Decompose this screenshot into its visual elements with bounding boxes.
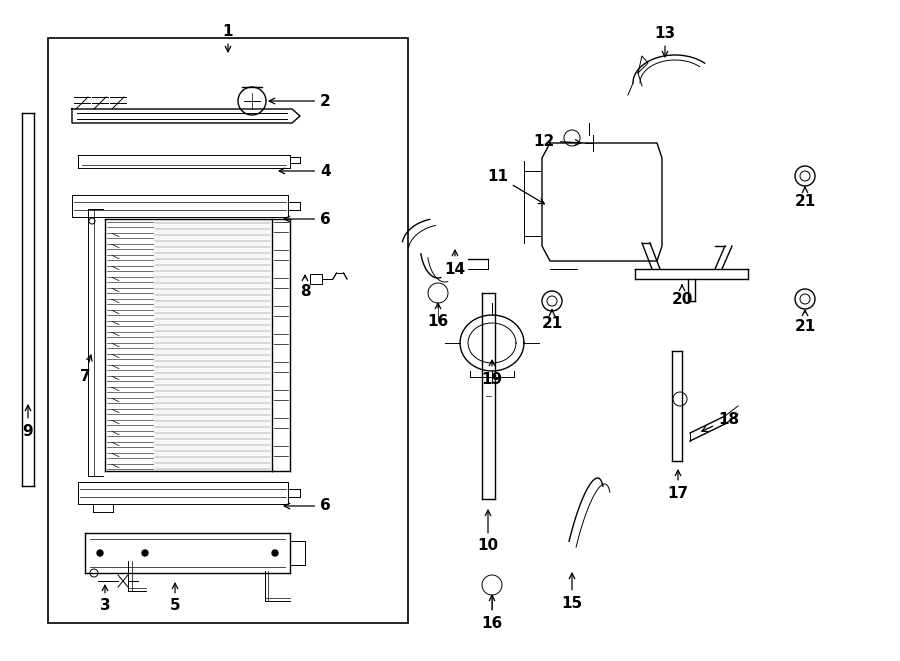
Text: 14: 14 <box>445 250 465 276</box>
Bar <box>78 155 290 167</box>
Bar <box>72 195 288 217</box>
Text: 10: 10 <box>477 510 499 553</box>
Text: 6: 6 <box>284 212 331 227</box>
Circle shape <box>272 550 278 556</box>
Bar <box>78 482 288 504</box>
Text: 16: 16 <box>428 303 448 329</box>
Text: 15: 15 <box>562 573 582 611</box>
Text: 7: 7 <box>80 355 92 383</box>
Text: 1: 1 <box>222 24 233 52</box>
Text: 11: 11 <box>487 169 544 204</box>
Text: 18: 18 <box>702 412 739 432</box>
Text: 2: 2 <box>269 93 331 108</box>
Text: 5: 5 <box>170 583 180 613</box>
Text: 13: 13 <box>654 26 676 57</box>
Text: 21: 21 <box>542 310 562 330</box>
Text: 9: 9 <box>22 405 33 438</box>
Text: 8: 8 <box>300 275 310 299</box>
Text: 20: 20 <box>671 285 693 307</box>
Text: 3: 3 <box>100 585 111 613</box>
Circle shape <box>97 550 103 556</box>
Text: 6: 6 <box>284 498 331 514</box>
Text: 21: 21 <box>795 310 815 334</box>
Text: 12: 12 <box>534 134 580 149</box>
Text: 17: 17 <box>668 470 688 500</box>
Text: 4: 4 <box>279 163 330 178</box>
Text: 19: 19 <box>482 360 502 387</box>
Circle shape <box>142 550 148 556</box>
Bar <box>48 38 408 623</box>
Bar <box>310 274 322 284</box>
Text: 16: 16 <box>482 595 502 631</box>
Text: 21: 21 <box>795 187 815 208</box>
